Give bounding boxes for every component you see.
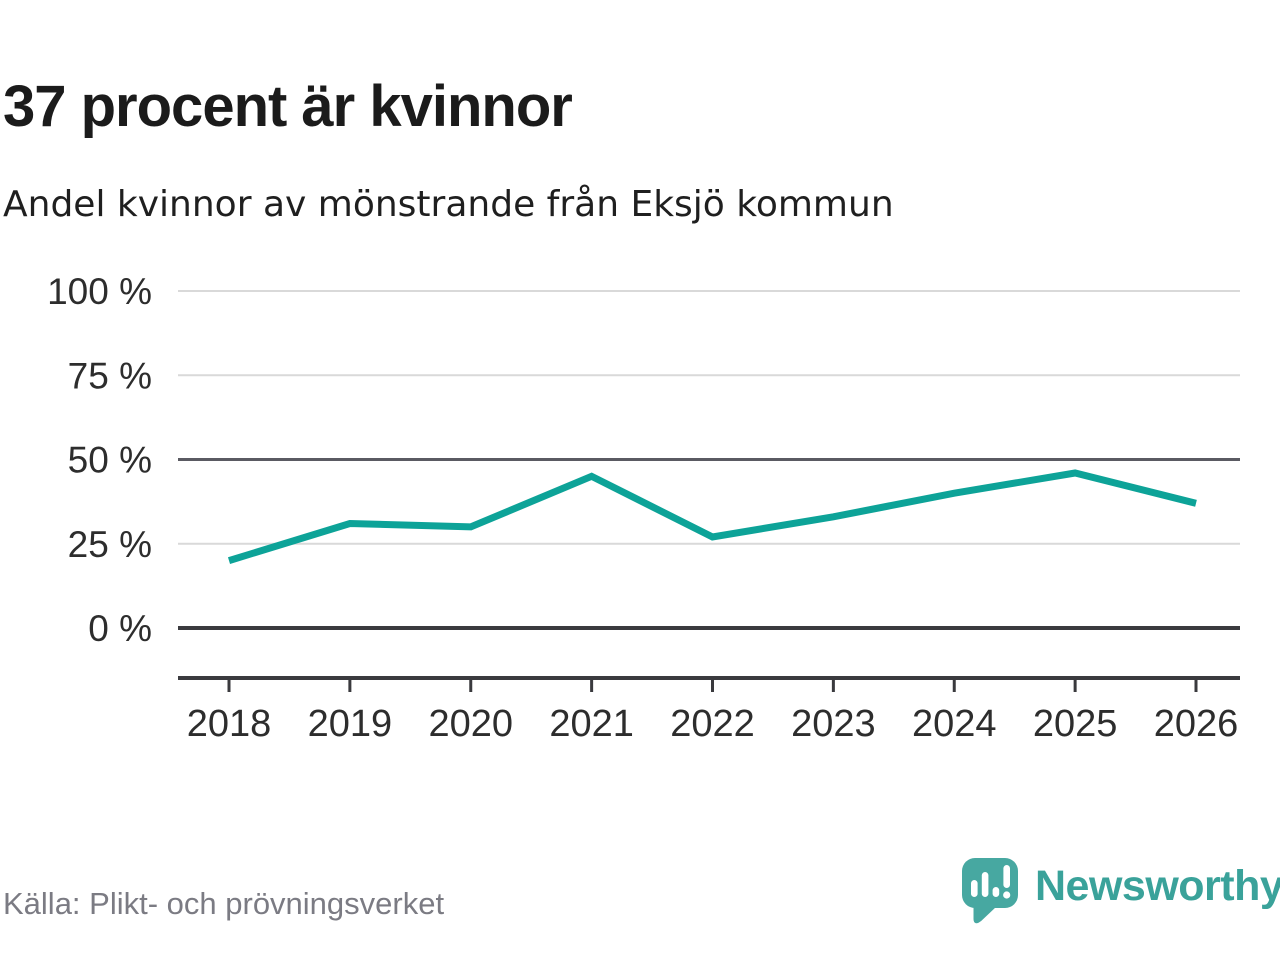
y-axis-label: 100 % xyxy=(47,271,152,312)
page-title: 37 procent är kvinnor xyxy=(3,73,573,139)
logo-bar-3 xyxy=(992,887,1000,897)
x-axis-label: 2020 xyxy=(428,703,513,745)
y-axis-label: 25 % xyxy=(68,524,152,565)
x-axis-label: 2018 xyxy=(187,703,272,745)
logo-bar-2 xyxy=(981,872,989,897)
newsworthy-wordmark: Newsworthy xyxy=(1035,861,1280,910)
newsworthy-logo: Newsworthy xyxy=(960,856,1280,926)
x-axis-label: 2024 xyxy=(912,703,997,745)
y-axis-label: 50 % xyxy=(68,440,152,481)
logo-exclamation-dot xyxy=(1003,891,1011,899)
logo-exclamation-bar xyxy=(1003,865,1010,888)
y-axis-label: 0 % xyxy=(88,608,152,649)
source-note: Källa: Plikt- och prövningsverket xyxy=(3,886,445,921)
x-axis-label: 2019 xyxy=(308,703,393,745)
x-axis-label: 2021 xyxy=(549,703,634,745)
chart-subtitle: Andel kvinnor av mönstrande från Eksjö k… xyxy=(3,184,894,225)
logo-bar-1 xyxy=(971,880,978,897)
x-axis-label: 2022 xyxy=(670,703,755,745)
newsworthy-logo-icon xyxy=(962,858,1018,924)
line-chart: 100 % 75 % 50 % 25 % 0 % 2018 2019 2020 2021 2022… xyxy=(47,271,1240,745)
x-axis-label: 2026 xyxy=(1154,703,1239,745)
data-line xyxy=(227,469,1197,564)
x-axis-label: 2023 xyxy=(791,703,876,745)
y-axis-label: 75 % xyxy=(68,355,152,396)
x-axis-label: 2025 xyxy=(1033,703,1118,745)
